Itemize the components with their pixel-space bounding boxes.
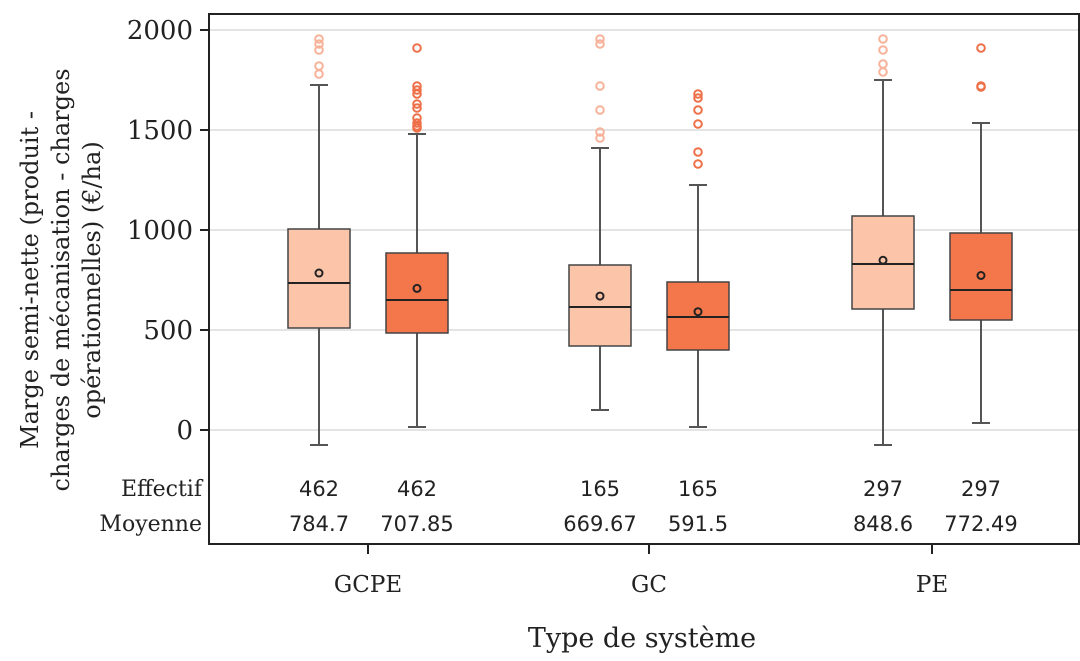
outlier-point (314, 39, 324, 49)
y-tick-label-500: 500 (143, 316, 193, 346)
y-axis-title: Marge semi-nette (produit - charges de m… (16, 68, 106, 491)
outlier-point (878, 59, 888, 69)
box-GCPE-light (287, 34, 351, 446)
outlier-point (412, 81, 422, 91)
y-tick-label-0: 0 (176, 416, 193, 446)
box-GC-dark (666, 89, 730, 428)
plot-frame (208, 13, 1080, 545)
y-axis-title-line-1: Marge semi-nette (produit - (16, 111, 44, 449)
row-label-count: Effectif (121, 477, 204, 502)
outlier-point (412, 118, 422, 128)
outlier-point (412, 99, 422, 109)
mean-value: 707.85 (380, 512, 453, 536)
x-tick-label-GCPE: GCPE (334, 572, 402, 598)
count-value: 462 (397, 477, 437, 501)
outlier-point (412, 103, 422, 113)
count-value: 297 (961, 477, 1001, 501)
outlier-point (595, 81, 605, 91)
outlier-point (693, 89, 703, 99)
mean-marker (314, 268, 324, 278)
y-axis-title-line-2: charges de mécanisation - charges (47, 68, 75, 491)
count-value: 462 (299, 477, 339, 501)
iqr-box (287, 228, 351, 329)
outlier-point (693, 119, 703, 129)
outlier-point (878, 67, 888, 77)
y-tick-label-1000: 1000 (127, 216, 193, 246)
outlier-point (693, 93, 703, 103)
outlier-point (595, 34, 605, 44)
mean-value: 784.7 (289, 512, 349, 536)
mean-value: 669.67 (563, 512, 636, 536)
mean-value: 848.6 (853, 512, 913, 536)
box-PE-dark (949, 43, 1013, 424)
count-value: 165 (678, 477, 718, 501)
iqr-box (949, 232, 1013, 321)
outlier-point (878, 34, 888, 44)
box-GCPE-dark (385, 43, 449, 428)
outlier-point (595, 105, 605, 115)
outlier-point (412, 85, 422, 95)
outlier-point (314, 45, 324, 55)
box-plots (287, 34, 1013, 446)
outlier-point (693, 159, 703, 169)
iqr-box (851, 215, 915, 310)
row-label-mean: Moyenne (99, 512, 202, 537)
y-tick-label-2000: 2000 (127, 16, 193, 46)
mean-marker (412, 283, 422, 293)
mean-value: 591.5 (668, 512, 728, 536)
box-PE-light (851, 34, 915, 446)
outlier-point (878, 45, 888, 55)
x-axis-ticks: GCPE GC PE (334, 544, 948, 598)
y-axis-ticks: 0 500 1000 1500 2000 (127, 16, 209, 446)
count-value: 165 (580, 477, 620, 501)
outlier-point (693, 105, 703, 115)
x-axis-title: Type de système (528, 623, 756, 654)
outlier-point (976, 81, 986, 91)
outlier-point (412, 43, 422, 53)
outlier-point (314, 34, 324, 44)
mean-marker (693, 307, 703, 317)
iqr-box (568, 264, 632, 347)
mean-value: 772.49 (944, 512, 1017, 536)
outlier-point (693, 147, 703, 157)
y-tick-label-1500: 1500 (127, 116, 193, 146)
box-GC-light (568, 34, 632, 411)
outlier-point (595, 127, 605, 137)
outlier-point (314, 69, 324, 79)
outlier-point (976, 43, 986, 53)
iqr-box (385, 252, 449, 334)
outlier-point (595, 39, 605, 49)
x-tick-label-PE: PE (916, 572, 948, 598)
y-axis-title-line-3: opérationnelles) (€/ha) (78, 141, 106, 418)
mean-marker (878, 255, 888, 265)
stats-table: Effectif Moyenne 462 784.7 462 707.85 165 669… (99, 477, 1017, 537)
mean-marker (976, 271, 986, 281)
mean-marker (595, 291, 605, 301)
grid-lines (209, 29, 1079, 431)
outlier-point (412, 113, 422, 123)
outlier-point (595, 133, 605, 143)
x-tick-label-GC: GC (631, 572, 667, 598)
count-value: 297 (863, 477, 903, 501)
outlier-point (314, 61, 324, 71)
